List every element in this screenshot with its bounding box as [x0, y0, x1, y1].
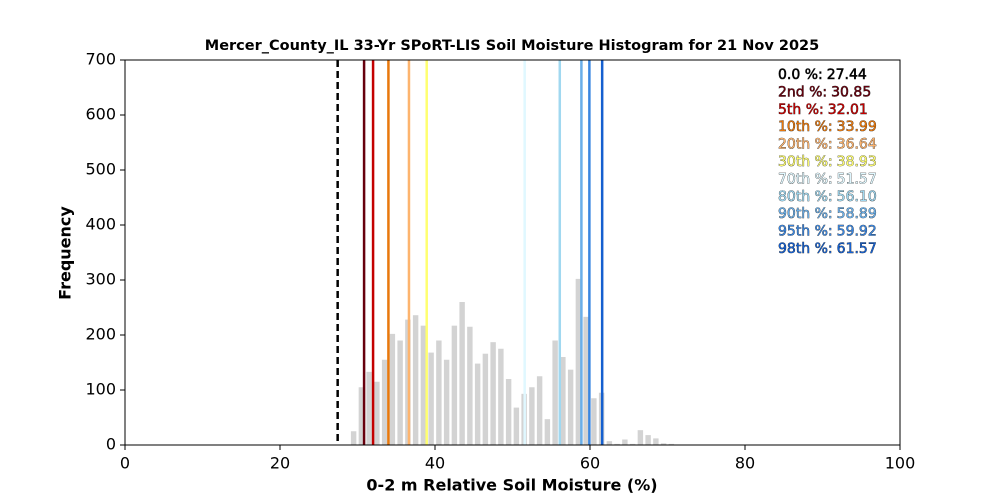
y-axis-label: Frequency [56, 206, 75, 300]
legend-value: 61.57 [837, 241, 877, 257]
plot-frame [124, 59, 901, 446]
bar [490, 342, 496, 445]
legend-value: 32.01 [828, 102, 868, 118]
bar [614, 443, 620, 445]
x-tick-label: 20 [270, 454, 290, 473]
legend-value: 58.89 [837, 206, 877, 222]
bar [482, 353, 489, 445]
bar [591, 398, 597, 445]
bar [474, 363, 481, 445]
bar [389, 333, 396, 445]
bar [459, 302, 465, 445]
bar [513, 407, 520, 445]
bar [505, 379, 512, 445]
legend-entry: 2nd %: 30.85 [778, 84, 871, 100]
legend-name: 98th %: [778, 241, 833, 257]
bar [637, 430, 644, 445]
x-tick-label: 0 [120, 454, 130, 473]
legend-entry: 90th %: 58.89 [778, 206, 877, 222]
legend-name: 70th %: [778, 171, 833, 187]
bar [381, 359, 388, 445]
y-tick-label: 100 [85, 380, 116, 399]
bar [606, 441, 613, 445]
bar [366, 371, 372, 445]
x-tick-label: 60 [580, 454, 600, 473]
bar [529, 387, 535, 445]
legend-value: 38.93 [837, 154, 877, 170]
bar [467, 326, 473, 445]
legend-value: 30.85 [831, 84, 871, 100]
x-tick-label: 40 [425, 454, 445, 473]
bar [567, 369, 574, 445]
legend-entry: 20th %: 36.64 [778, 137, 877, 153]
bar [575, 278, 582, 445]
legend-name: 30th %: [778, 154, 833, 170]
legend-name: 10th %: [778, 119, 833, 135]
bar [498, 348, 504, 445]
legend-entry: 0.0 %: 27.44 [778, 67, 867, 83]
legend-value: 59.92 [837, 224, 877, 240]
bar [412, 315, 419, 445]
bar [544, 419, 551, 445]
legend-value: 51.57 [837, 171, 877, 187]
bar [645, 435, 651, 445]
y-tick-label: 400 [85, 215, 116, 234]
bar [350, 431, 357, 445]
legend-value: 33.99 [837, 119, 877, 135]
legend-value: 36.64 [837, 137, 877, 153]
y-tick-label: 600 [85, 105, 116, 124]
x-tick-label: 80 [735, 454, 755, 473]
legend-value: 56.10 [837, 189, 877, 205]
bar [451, 325, 458, 445]
bar [660, 443, 667, 445]
bar [358, 387, 365, 445]
bar [560, 357, 566, 445]
bar [443, 359, 450, 445]
x-tick-label: 100 [885, 454, 916, 473]
legend-entry: 70th %: 51.57 [778, 171, 877, 187]
legend-name: 80th %: [778, 189, 833, 205]
legend-entry: 95th %: 59.92 [778, 224, 877, 240]
legend-value: 27.44 [827, 67, 867, 83]
bar [629, 443, 636, 445]
bar [552, 340, 558, 445]
bar [420, 325, 427, 445]
legend-name: 5th %: [778, 102, 824, 118]
legend-entry: 10th %: 33.99 [778, 119, 877, 135]
legend-name: 90th %: [778, 206, 833, 222]
bar [397, 340, 403, 445]
y-tick-label: 0 [106, 435, 116, 454]
legend-entry: 30th %: 38.93 [778, 154, 877, 170]
legend-name: 95th %: [778, 224, 833, 240]
y-tick-label: 700 [85, 50, 116, 69]
bar [374, 381, 380, 445]
bar [428, 352, 434, 445]
x-axis-label: 0-2 m Relative Soil Moisture (%) [366, 476, 657, 495]
legend-name: 2nd %: [778, 84, 827, 100]
y-tick-label: 300 [85, 270, 116, 289]
legend-name: 0.0 %: [778, 67, 823, 83]
legend-entry: 80th %: 56.10 [778, 189, 877, 205]
legend-name: 20th %: [778, 137, 833, 153]
bar [436, 340, 442, 445]
bar [668, 443, 675, 445]
y-tick-label: 200 [85, 325, 116, 344]
chart-title: Mercer_County_IL 33-Yr SPoRT-LIS Soil Mo… [205, 38, 819, 54]
bar [653, 438, 659, 445]
bar [536, 376, 543, 445]
y-tick-label: 500 [85, 160, 116, 179]
bar [583, 316, 589, 445]
legend-entry: 5th %: 32.01 [778, 102, 868, 118]
legend-entry: 98th %: 61.57 [778, 241, 877, 257]
bar [622, 439, 628, 445]
